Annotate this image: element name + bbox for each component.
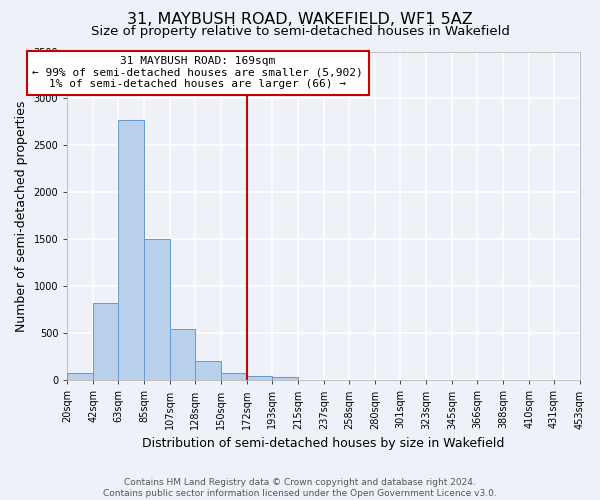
- Bar: [272, 378, 298, 380]
- Text: 31, MAYBUSH ROAD, WAKEFIELD, WF1 5AZ: 31, MAYBUSH ROAD, WAKEFIELD, WF1 5AZ: [127, 12, 473, 28]
- Bar: [221, 373, 247, 380]
- Bar: [67, 373, 94, 380]
- Text: Contains HM Land Registry data © Crown copyright and database right 2024.
Contai: Contains HM Land Registry data © Crown c…: [103, 478, 497, 498]
- Text: Size of property relative to semi-detached houses in Wakefield: Size of property relative to semi-detach…: [91, 25, 509, 38]
- Text: 31 MAYBUSH ROAD: 169sqm
← 99% of semi-detached houses are smaller (5,902)
1% of : 31 MAYBUSH ROAD: 169sqm ← 99% of semi-de…: [32, 56, 363, 90]
- X-axis label: Distribution of semi-detached houses by size in Wakefield: Distribution of semi-detached houses by …: [142, 437, 505, 450]
- Bar: [118, 120, 144, 380]
- Bar: [170, 328, 195, 380]
- Bar: [195, 362, 221, 380]
- Bar: [144, 240, 170, 380]
- Bar: [94, 303, 118, 380]
- Y-axis label: Number of semi-detached properties: Number of semi-detached properties: [15, 100, 28, 332]
- Bar: [247, 376, 272, 380]
